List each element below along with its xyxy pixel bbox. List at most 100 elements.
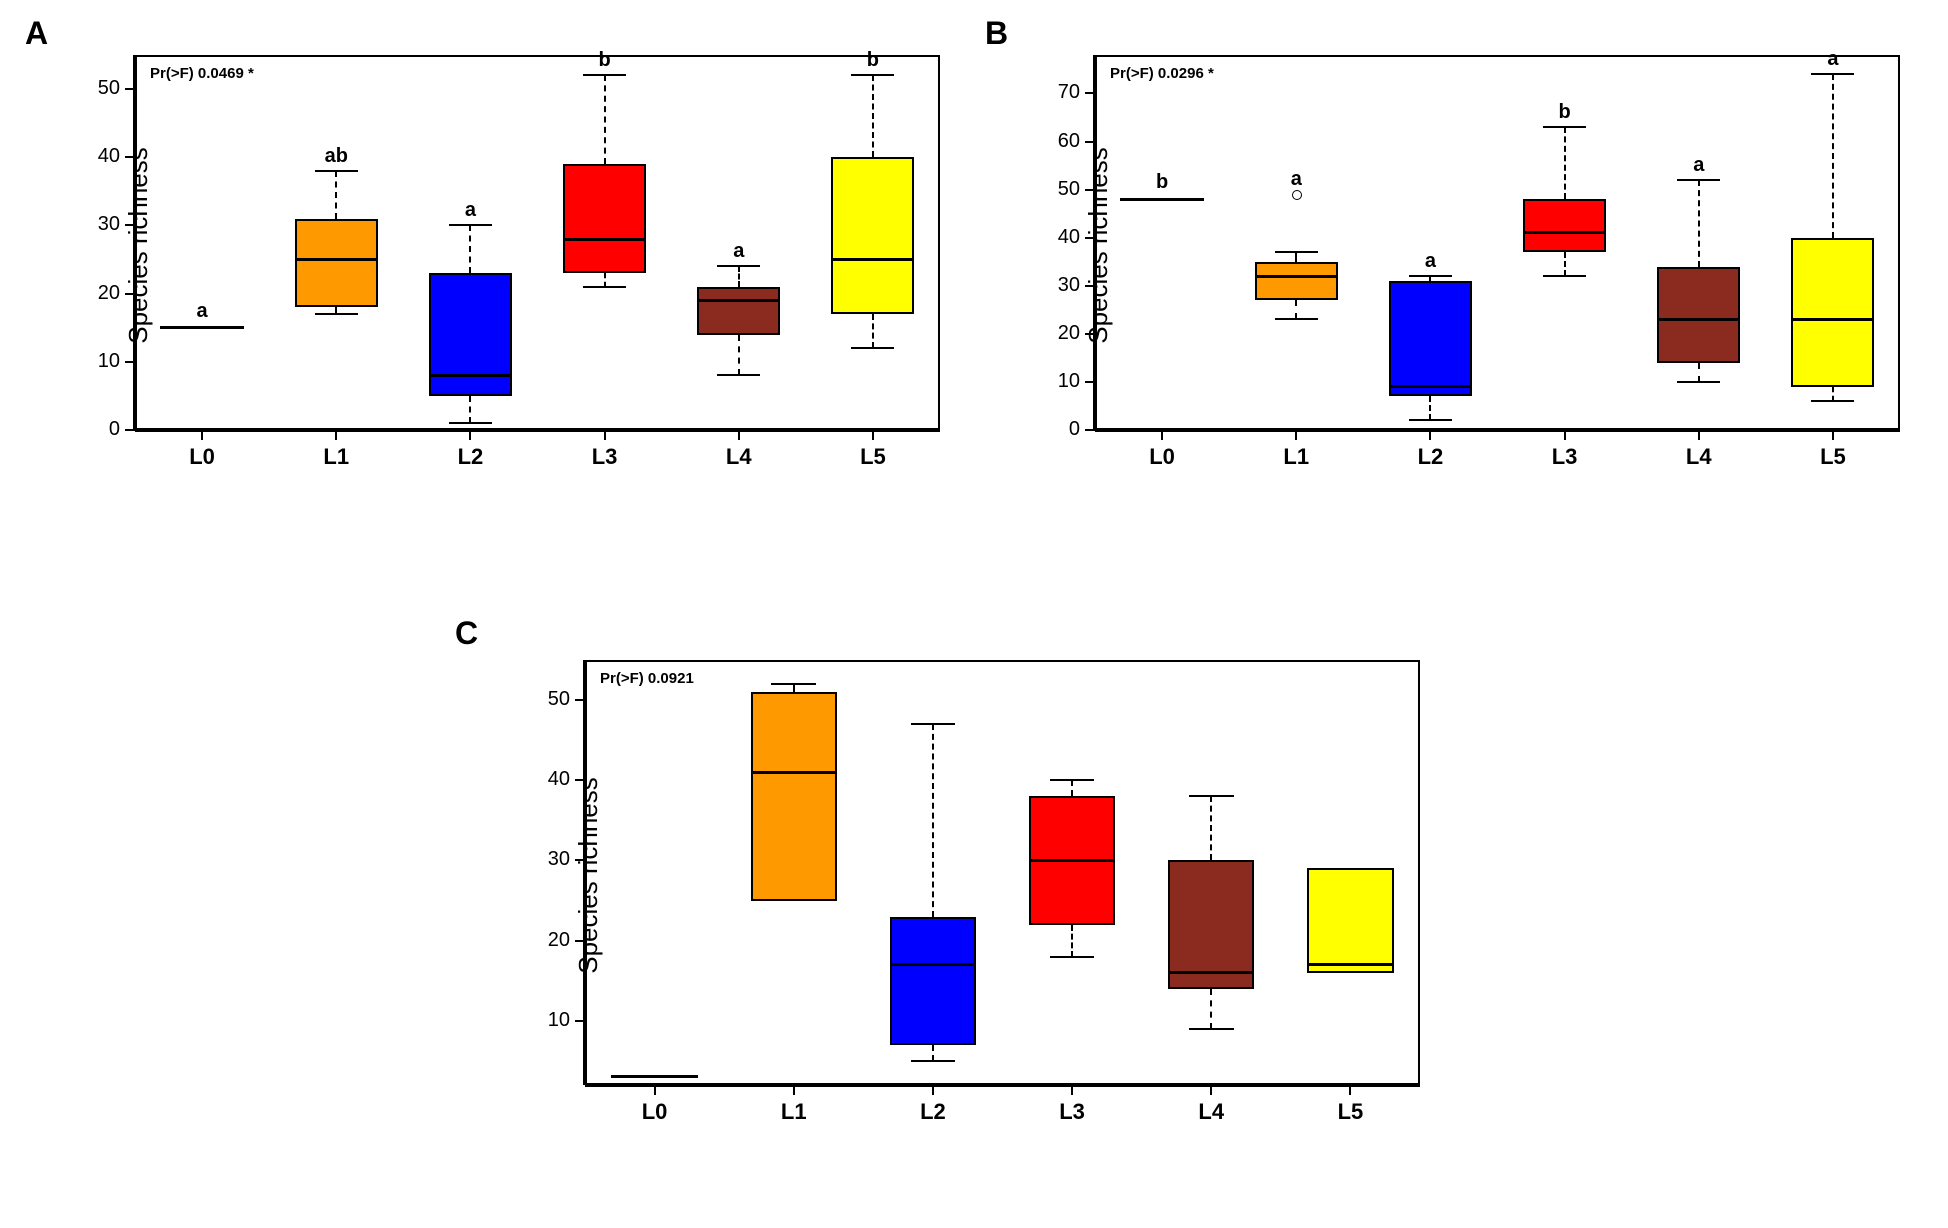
whisker-lower-A-L2: [469, 396, 471, 423]
y-axis-label-C: Species richness: [573, 777, 604, 974]
x-tick-label-A: L4: [714, 444, 764, 470]
sig-letter-A-L4: a: [719, 240, 759, 263]
sig-letter-B-L2: a: [1410, 250, 1450, 273]
p-value-text-A: Pr(>F) 0.0469 *: [150, 65, 254, 82]
x-axis-line-B: [1095, 430, 1900, 432]
sig-letter-B-L5: a: [1813, 48, 1853, 71]
whisker-lower-B-L5: [1832, 387, 1834, 401]
box-C-L5: [1307, 868, 1393, 972]
whisker-upper-A-L3: [604, 75, 606, 164]
whisker-cap-upper-C-L2: [911, 723, 956, 725]
whisker-lower-C-L3: [1071, 925, 1073, 957]
x-tick-label-A: L3: [580, 444, 630, 470]
x-tick-label-C: L4: [1186, 1099, 1236, 1125]
whisker-upper-B-L1: [1295, 252, 1297, 262]
y-tick-label-C: 20: [535, 929, 570, 952]
whisker-cap-upper-B-L3: [1543, 126, 1586, 128]
sig-letter-A-L0: a: [182, 300, 222, 323]
y-axis-label-B: Species richness: [1083, 147, 1114, 344]
x-tick-A: [604, 430, 606, 440]
x-tick-label-A: L1: [311, 444, 361, 470]
y-tick-A: [125, 361, 135, 363]
y-tick-B: [1085, 381, 1095, 383]
x-tick-B: [1295, 430, 1297, 440]
y-tick-label-B: 0: [1045, 418, 1080, 441]
box-B-L5: [1791, 238, 1874, 387]
y-tick-B: [1085, 189, 1095, 191]
x-tick-B: [1564, 430, 1566, 440]
median-C-L5: [1307, 963, 1393, 966]
median-A-L4: [697, 299, 780, 302]
x-tick-label-A: L5: [848, 444, 898, 470]
whisker-cap-lower-A-L4: [717, 374, 760, 376]
single-value-C-L0: [611, 1075, 697, 1078]
y-tick-label-B: 30: [1045, 274, 1080, 297]
x-tick-C: [932, 1085, 934, 1095]
y-tick-C: [575, 859, 585, 861]
x-tick-label-A: L0: [177, 444, 227, 470]
box-B-L1: [1255, 262, 1338, 300]
whisker-cap-upper-A-L5: [851, 74, 894, 76]
median-C-L3: [1029, 859, 1115, 862]
x-tick-label-B: L4: [1674, 444, 1724, 470]
median-A-L1: [295, 258, 378, 261]
median-B-L2: [1389, 385, 1472, 388]
median-A-L2: [429, 374, 512, 377]
plot-border-B: [1095, 55, 1900, 430]
panel-label-C: C: [455, 615, 478, 652]
whisker-cap-lower-B-L3: [1543, 275, 1586, 277]
whisker-lower-A-L5: [872, 314, 874, 348]
x-tick-label-C: L5: [1325, 1099, 1375, 1125]
x-tick-label-C: L2: [908, 1099, 958, 1125]
whisker-cap-upper-A-L3: [583, 74, 626, 76]
x-tick-C: [654, 1085, 656, 1095]
whisker-lower-B-L4: [1698, 363, 1700, 382]
plot-border-A: [135, 55, 940, 430]
box-B-L4: [1657, 267, 1740, 363]
y-tick-B: [1085, 285, 1095, 287]
y-tick-label-B: 60: [1045, 130, 1080, 153]
x-tick-label-B: L5: [1808, 444, 1858, 470]
y-tick-B: [1085, 237, 1095, 239]
whisker-cap-upper-B-L5: [1811, 73, 1854, 75]
panel-label-B: B: [985, 15, 1008, 52]
y-tick-C: [575, 699, 585, 701]
y-axis-line-B: [1093, 55, 1095, 430]
sig-letter-B-L1: a: [1276, 168, 1316, 191]
sig-letter-B-L3: b: [1545, 101, 1585, 124]
whisker-upper-A-L5: [872, 75, 874, 157]
whisker-cap-lower-C-L4: [1189, 1028, 1234, 1030]
box-A-L1: [295, 219, 378, 308]
y-tick-label-B: 70: [1045, 81, 1080, 104]
sig-letter-A-L3: b: [585, 49, 625, 72]
x-tick-label-C: L3: [1047, 1099, 1097, 1125]
box-A-L3: [563, 164, 646, 273]
median-B-L4: [1657, 318, 1740, 321]
median-A-L3: [563, 238, 646, 241]
y-tick-label-A: 20: [85, 282, 120, 305]
y-tick-label-A: 10: [85, 350, 120, 373]
p-value-text-C: Pr(>F) 0.0921: [600, 670, 694, 687]
median-B-L3: [1523, 231, 1606, 234]
sig-letter-A-L2: a: [450, 199, 490, 222]
whisker-cap-lower-A-L1: [315, 313, 358, 315]
sig-letter-B-L0: b: [1142, 171, 1182, 194]
panel-label-A: A: [25, 15, 48, 52]
whisker-cap-upper-B-L1: [1275, 251, 1318, 253]
whisker-lower-B-L1: [1295, 300, 1297, 319]
single-value-B-L0: [1120, 198, 1203, 201]
plot-border-C: [585, 660, 1420, 1085]
x-tick-B: [1429, 430, 1431, 440]
y-tick-label-B: 50: [1045, 178, 1080, 201]
box-A-L5: [831, 157, 914, 314]
single-value-A-L0: [160, 326, 243, 329]
whisker-lower-C-L4: [1210, 989, 1212, 1029]
box-C-L2: [890, 917, 976, 1045]
x-tick-A: [335, 430, 337, 440]
whisker-upper-A-L2: [469, 225, 471, 273]
whisker-lower-A-L3: [604, 273, 606, 287]
x-tick-B: [1832, 430, 1834, 440]
x-tick-label-C: L0: [630, 1099, 680, 1125]
whisker-cap-upper-A-L4: [717, 265, 760, 267]
y-tick-C: [575, 779, 585, 781]
